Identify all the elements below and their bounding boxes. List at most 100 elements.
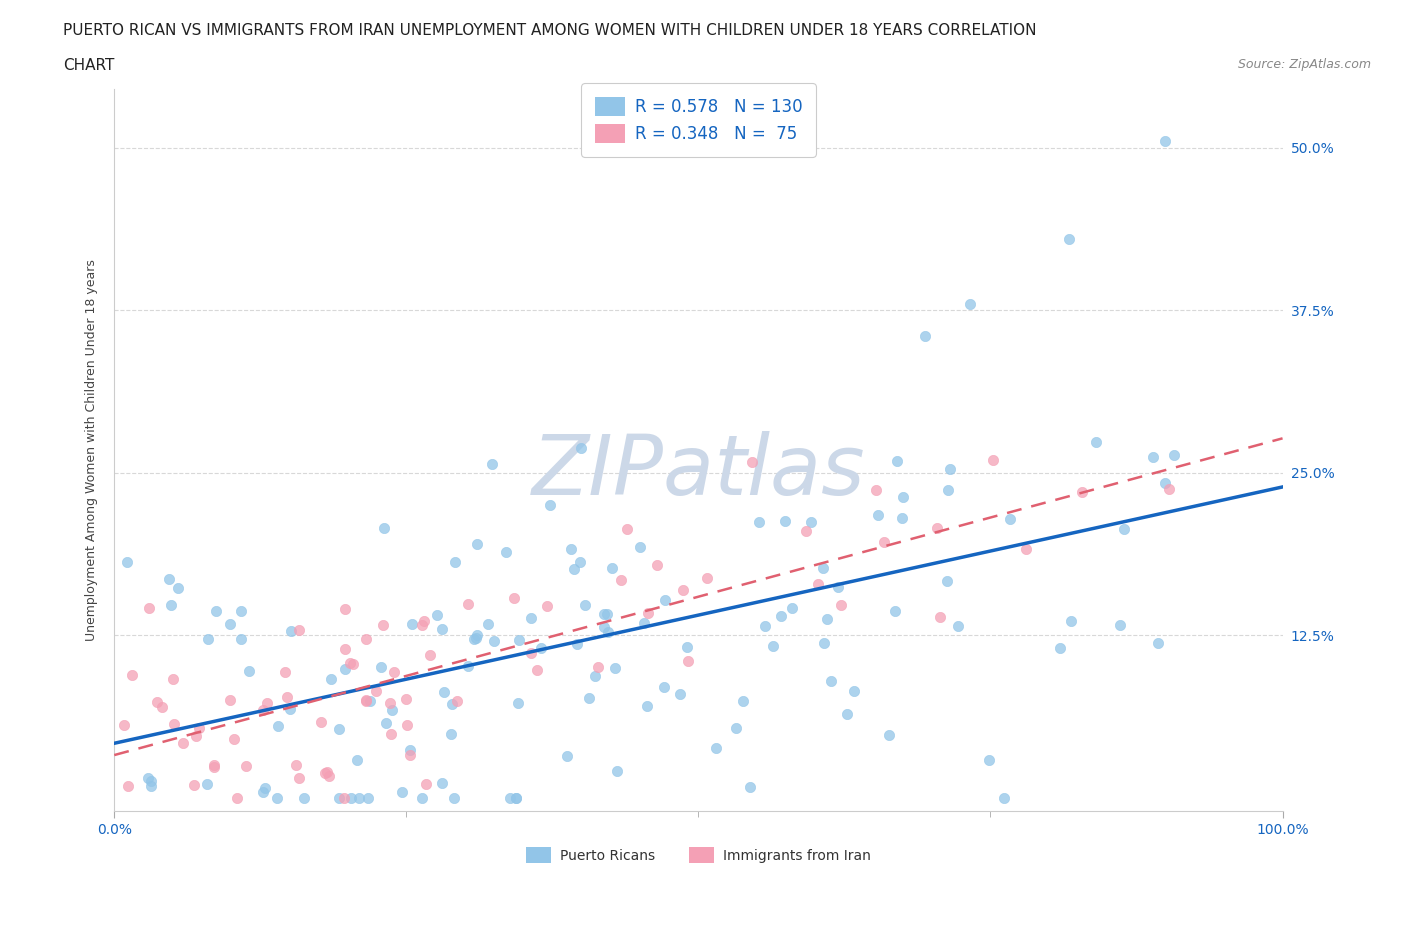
Point — [844, 684, 866, 698]
Point — [884, 604, 907, 618]
Point — [704, 741, 727, 756]
Point — [426, 607, 449, 622]
Point — [188, 721, 211, 736]
Point — [574, 598, 596, 613]
Point — [654, 592, 676, 607]
Point — [928, 610, 950, 625]
Point — [782, 601, 804, 616]
Text: ZIPatlas: ZIPatlas — [531, 432, 865, 512]
Point — [112, 718, 135, 733]
Point — [378, 696, 401, 711]
Point — [495, 544, 517, 559]
Point — [411, 618, 433, 632]
Point — [335, 602, 357, 617]
Point — [835, 707, 858, 722]
Point — [280, 623, 302, 638]
Point — [868, 508, 890, 523]
Point — [946, 618, 969, 633]
Point — [562, 562, 585, 577]
Point — [578, 690, 600, 705]
Point — [373, 521, 395, 536]
Point — [172, 736, 194, 751]
Point — [136, 770, 159, 785]
Point — [636, 699, 658, 714]
Point — [569, 440, 592, 455]
Point — [117, 778, 139, 793]
Point — [754, 618, 776, 633]
Point — [696, 571, 718, 586]
Point — [603, 660, 626, 675]
Point — [354, 693, 377, 708]
Point — [415, 777, 437, 791]
Point — [481, 457, 503, 472]
Point — [1114, 522, 1136, 537]
Point — [914, 329, 936, 344]
Point — [225, 790, 247, 805]
Point — [520, 611, 543, 626]
Point — [1071, 485, 1094, 499]
Point — [1157, 481, 1180, 496]
Point — [396, 717, 419, 732]
Text: Source: ZipAtlas.com: Source: ZipAtlas.com — [1237, 58, 1371, 71]
Point — [380, 726, 402, 741]
Point — [529, 641, 551, 656]
Point — [645, 557, 668, 572]
Point — [430, 776, 453, 790]
Point — [354, 631, 377, 646]
Point — [1154, 475, 1177, 490]
Point — [796, 524, 818, 538]
Point — [354, 694, 377, 709]
Point — [741, 455, 763, 470]
Point — [596, 625, 619, 640]
Point — [567, 636, 589, 651]
Legend: Puerto Ricans, Immigrants from Iran: Puerto Ricans, Immigrants from Iran — [520, 842, 876, 869]
Point — [935, 574, 957, 589]
Point — [252, 703, 274, 718]
Point — [401, 617, 423, 631]
Point — [465, 628, 488, 643]
Point — [1142, 449, 1164, 464]
Point — [411, 790, 433, 805]
Point — [183, 777, 205, 792]
Point — [939, 462, 962, 477]
Point — [813, 635, 835, 650]
Point — [274, 665, 297, 680]
Point — [252, 785, 274, 800]
Point — [519, 646, 541, 661]
Point — [610, 572, 633, 587]
Point — [505, 790, 527, 805]
Point — [276, 690, 298, 705]
Point — [505, 790, 527, 805]
Point — [807, 577, 830, 591]
Point — [877, 727, 900, 742]
Point — [463, 631, 485, 646]
Point — [160, 598, 183, 613]
Point — [370, 659, 392, 674]
Point — [526, 662, 548, 677]
Point — [359, 694, 381, 709]
Point — [800, 515, 823, 530]
Point — [925, 521, 948, 536]
Point — [288, 622, 311, 637]
Point — [676, 654, 699, 669]
Point — [938, 483, 960, 498]
Text: PUERTO RICAN VS IMMIGRANTS FROM IRAN UNEMPLOYMENT AMONG WOMEN WITH CHILDREN UNDE: PUERTO RICAN VS IMMIGRANTS FROM IRAN UNE… — [63, 23, 1036, 38]
Point — [596, 606, 619, 621]
Point — [333, 661, 356, 676]
Point — [399, 742, 422, 757]
Point — [391, 784, 413, 799]
Point — [315, 764, 337, 779]
Point — [815, 611, 838, 626]
Text: CHART: CHART — [63, 58, 115, 73]
Point — [166, 581, 188, 596]
Point — [288, 770, 311, 785]
Point — [593, 606, 616, 621]
Point — [637, 605, 659, 620]
Point — [464, 631, 486, 645]
Point — [253, 780, 276, 795]
Point — [446, 694, 468, 709]
Point — [731, 694, 754, 709]
Point — [399, 748, 422, 763]
Point — [266, 790, 288, 805]
Point — [186, 729, 208, 744]
